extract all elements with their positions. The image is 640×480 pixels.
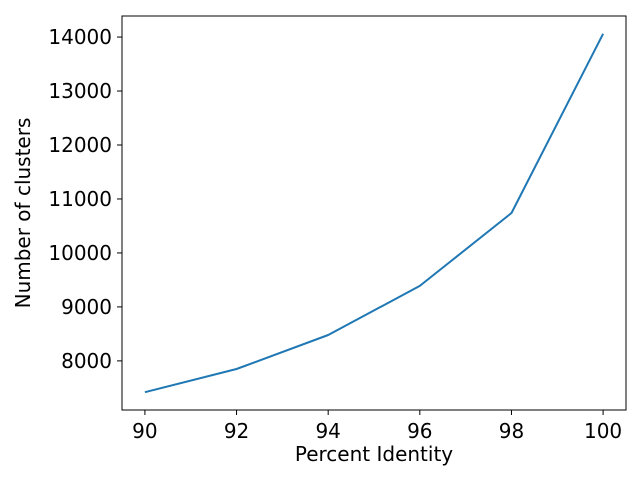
y-tick-label: 13000 xyxy=(48,79,112,103)
y-tick-label: 14000 xyxy=(48,25,112,49)
series-line xyxy=(144,33,604,394)
y-axis-label: Number of clusters xyxy=(11,118,35,309)
x-axis-label: Percent Identity xyxy=(295,442,453,466)
x-tick-label: 100 xyxy=(584,419,622,443)
x-tick-label: 94 xyxy=(315,419,340,443)
x-axis-ticks: 90 92 94 96 98 100 xyxy=(132,410,622,443)
y-tick-label: 12000 xyxy=(48,133,112,157)
x-tick-label: 90 xyxy=(132,419,157,443)
plot-frame xyxy=(121,15,627,411)
x-tick-label: 96 xyxy=(407,419,432,443)
x-tick-label: 92 xyxy=(224,419,249,443)
y-axis-ticks: 8000 9000 10000 11000 12000 13000 14000 xyxy=(48,25,122,373)
y-tick-label: 11000 xyxy=(48,187,112,211)
y-tick-label: 9000 xyxy=(61,295,112,319)
y-tick-label: 8000 xyxy=(61,349,112,373)
x-tick-label: 98 xyxy=(499,419,524,443)
y-tick-label: 10000 xyxy=(48,241,112,265)
